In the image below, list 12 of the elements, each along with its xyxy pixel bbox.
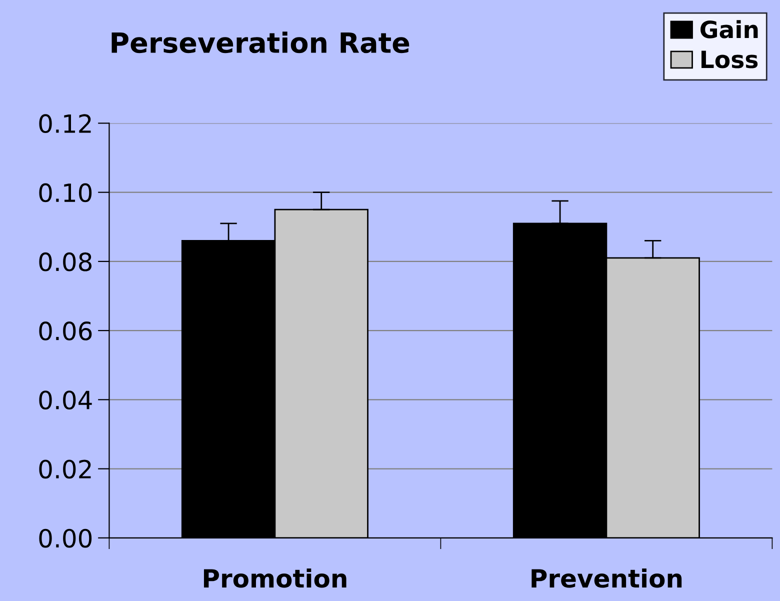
y-tick-label: 0.12: [39, 114, 91, 134]
legend-label: Gain: [700, 20, 758, 38]
legend-label: Loss: [702, 50, 758, 68]
y-tick-label: 0.02: [39, 460, 91, 479]
y-tick-label: 0.04: [39, 390, 92, 410]
y-tick-label: 0.00: [39, 528, 92, 548]
y-tick-label: 0.08: [39, 252, 92, 272]
chart-title: Perseveration Rate: [112, 32, 410, 54]
y-tick-label: 0.10: [39, 183, 92, 202]
y-tick-label: 0.06: [39, 321, 92, 340]
x-tick-label: Promotion: [204, 568, 346, 588]
x-tick-label: Prevention: [532, 568, 682, 588]
